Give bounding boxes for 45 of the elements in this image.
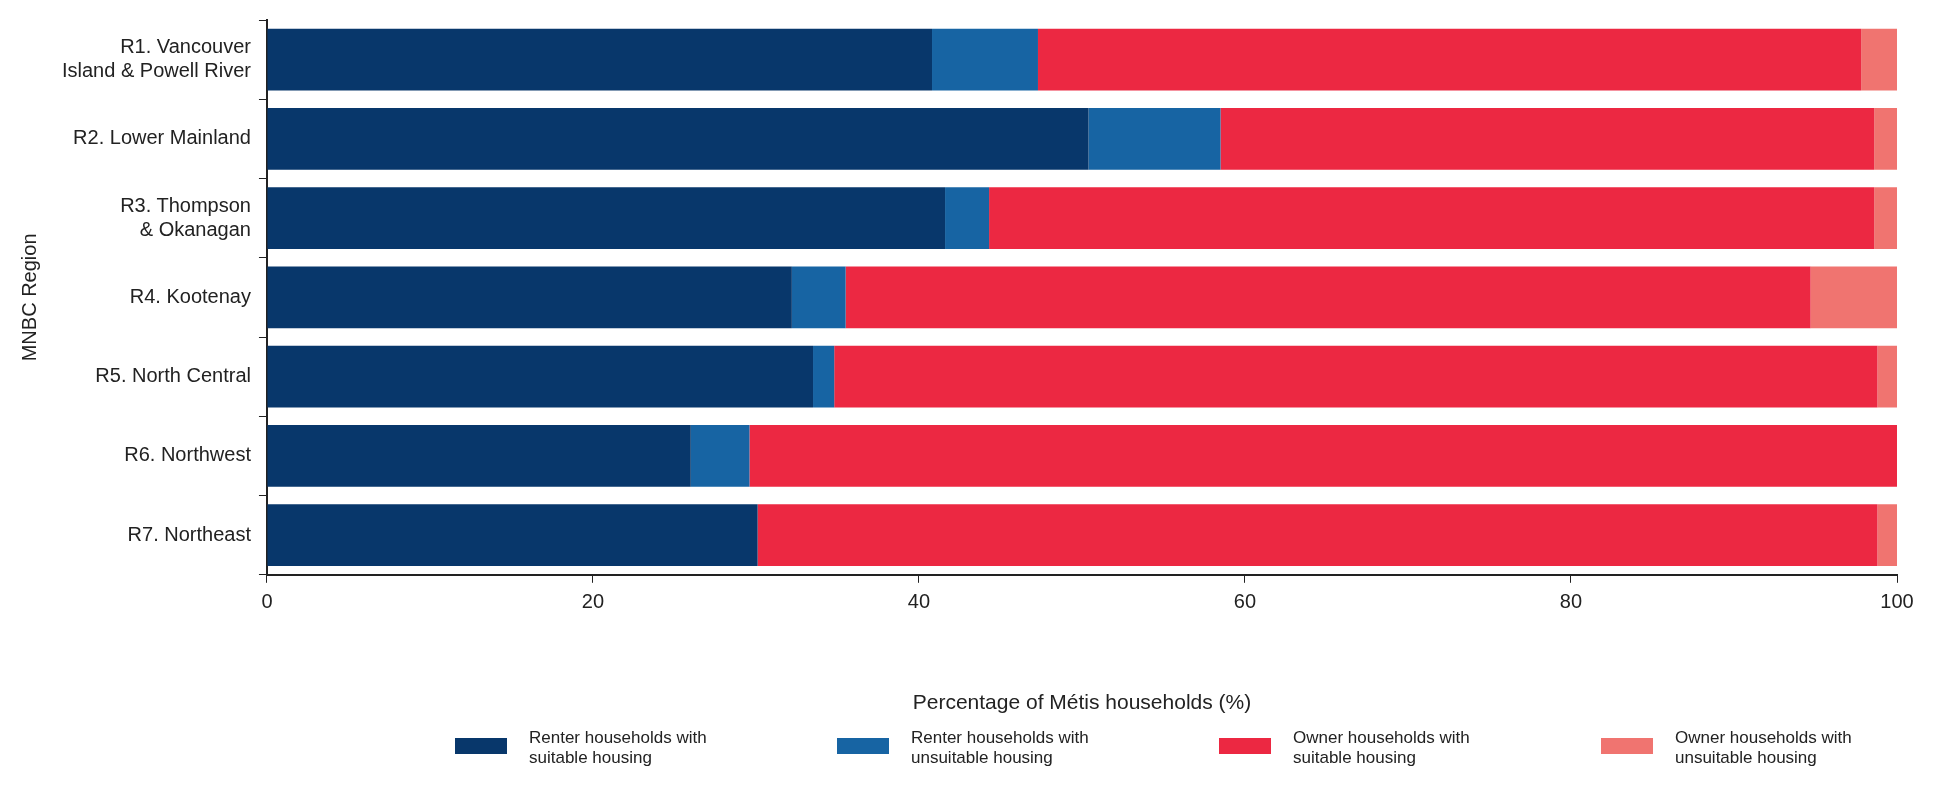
bar	[267, 345, 814, 408]
x-axis-title: Percentage of Métis households (%)	[912, 690, 1252, 714]
bar	[690, 425, 750, 487]
y-tick-label: R4. Kootenay	[129, 284, 251, 307]
bar	[1810, 266, 1897, 329]
x-tick-label: 0	[261, 590, 273, 613]
bar	[749, 425, 1897, 487]
bar	[757, 504, 1878, 567]
bar	[1220, 107, 1875, 170]
legend-label: Renter households with unsuitable housing	[911, 728, 1090, 768]
bar	[1877, 504, 1897, 567]
y-tick-label: R7. Northeast	[127, 522, 252, 545]
bar	[1874, 107, 1897, 170]
y-tick-label: R1. Vancouver Island & Powell River	[62, 35, 252, 82]
bar	[267, 28, 933, 91]
x-tick-label: 80	[1559, 590, 1583, 613]
bar	[932, 28, 1038, 91]
bar	[845, 266, 1811, 329]
legend-label: Owner households with unsuitable housing	[1675, 728, 1853, 768]
legend-label: Renter households with suitable housing	[529, 728, 708, 768]
bar	[1877, 345, 1897, 408]
bar	[1037, 28, 1862, 91]
bar	[834, 345, 1878, 408]
y-axis-title: MNBC Region	[17, 233, 40, 362]
x-tick-label: 40	[907, 590, 931, 613]
bar	[989, 187, 1875, 250]
bar	[791, 266, 846, 329]
bar	[945, 187, 990, 250]
bar	[267, 187, 946, 250]
bar	[1088, 107, 1221, 170]
y-tick-label: R3. Thompson & Okanagan	[120, 193, 251, 240]
x-tick-label: 20	[581, 590, 605, 613]
x-tick-label: 100	[1880, 590, 1914, 613]
bar	[267, 107, 1089, 170]
y-tick-label: R6. Northwest	[124, 443, 252, 466]
x-tick-label: 60	[1233, 590, 1257, 613]
bar	[1874, 187, 1897, 250]
bar	[813, 345, 835, 408]
bar	[267, 266, 792, 329]
bar	[267, 425, 691, 487]
bar	[1861, 28, 1897, 91]
y-tick-label: R5. North Central	[95, 364, 251, 387]
y-tick-label: R2. Lower Mainland	[73, 126, 251, 149]
legend-label: Owner households with suitable housing	[1293, 728, 1471, 768]
bar	[267, 504, 758, 567]
